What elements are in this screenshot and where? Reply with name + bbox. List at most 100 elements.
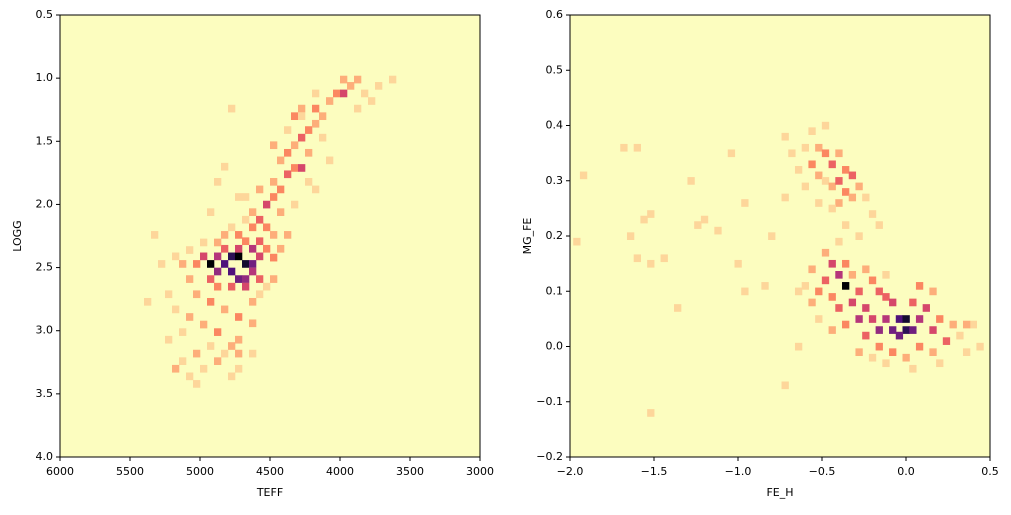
hist-cell — [256, 185, 264, 194]
x-tick-label: −0.5 — [809, 465, 836, 478]
hist-cell — [949, 320, 957, 329]
hist-cell — [768, 232, 776, 240]
hist-cell — [298, 104, 306, 113]
hist-cell — [828, 204, 836, 213]
hist-cell — [354, 75, 362, 84]
hist-cell — [151, 231, 159, 239]
hist-cell — [235, 193, 243, 201]
x-tick-label: 0.0 — [897, 465, 915, 478]
x-tick-label: 0.5 — [981, 465, 999, 478]
hist-cell — [842, 320, 850, 329]
hist-cell — [875, 342, 883, 351]
hist-cell — [835, 177, 843, 185]
x-tick-label: 3500 — [396, 465, 424, 478]
hist-cell — [741, 199, 749, 207]
hist-cell — [263, 282, 271, 291]
hist-cell — [389, 75, 397, 84]
hist-cell — [158, 260, 166, 268]
hist-cell — [936, 315, 944, 323]
x-tick-label: −1.0 — [725, 465, 752, 478]
plot-background — [570, 15, 990, 457]
hist-cell — [909, 364, 917, 373]
y-tick-label: 4.0 — [36, 450, 54, 463]
hist-cell — [249, 208, 257, 216]
hist-cell — [214, 357, 222, 366]
hist-cell — [647, 409, 655, 417]
hist-cell — [186, 372, 194, 381]
hist-cell — [674, 304, 682, 312]
hist-cell — [319, 133, 327, 142]
hist-cell — [312, 185, 320, 194]
hist-cell — [855, 348, 863, 356]
hist-cell — [228, 223, 236, 232]
hist-cell — [936, 359, 944, 368]
hist-cell — [235, 244, 243, 253]
hist-cell — [640, 215, 648, 224]
hist-cell — [862, 193, 870, 202]
hist-cell — [333, 89, 341, 98]
hist-cell — [848, 298, 857, 307]
y-tick-label: −0.2 — [536, 450, 563, 463]
hist-cell — [929, 287, 937, 296]
hist-cell — [626, 232, 635, 240]
hist-cell — [200, 320, 208, 329]
hist-cell — [801, 182, 810, 191]
hist-cell — [909, 298, 917, 307]
hist-cell — [714, 226, 722, 235]
hist-cell — [172, 305, 180, 314]
hist-cell — [284, 148, 292, 157]
hist-cell — [781, 193, 789, 202]
hist-cell — [909, 326, 917, 334]
hist-cell — [144, 297, 152, 306]
hist-cell — [868, 276, 877, 285]
hist-cell — [242, 260, 250, 268]
hist-cell — [882, 315, 890, 323]
hist-cell — [291, 141, 299, 150]
hist-cell — [172, 252, 180, 261]
cells — [573, 121, 984, 417]
hist-cell — [821, 177, 830, 185]
hist-cell — [270, 193, 278, 201]
hist-cell — [235, 231, 243, 239]
hist-cell — [815, 315, 823, 323]
hist-cell — [761, 282, 769, 290]
hist-cell — [902, 353, 910, 362]
hist-cell — [882, 293, 890, 301]
hist-cell — [855, 287, 863, 296]
hist-cell — [249, 223, 257, 232]
x-tick-label: 5500 — [116, 465, 144, 478]
hist-cell — [882, 271, 890, 279]
hist-cell — [788, 149, 796, 158]
hist-cell — [835, 199, 843, 207]
hist-cell — [214, 267, 222, 276]
hist-cell — [165, 290, 173, 299]
hist-cell — [235, 252, 243, 261]
hist-cell — [207, 297, 215, 306]
hist-cell — [263, 244, 271, 253]
hist-cell — [179, 260, 187, 268]
hist-cell — [848, 271, 857, 279]
hist-cell — [298, 133, 306, 142]
hist-cell — [808, 265, 816, 274]
y-tick-label: 0.3 — [546, 174, 564, 187]
hist-cell — [326, 156, 334, 165]
hist-cell — [228, 372, 236, 381]
hist-cell — [228, 342, 236, 350]
hist-cell — [249, 267, 257, 276]
hist-cell — [193, 260, 201, 268]
hist-cell — [354, 104, 362, 113]
hist-cell — [929, 348, 937, 356]
hist-cell — [249, 244, 257, 253]
hist-cell — [794, 287, 803, 296]
y-tick-label: 3.5 — [36, 387, 54, 400]
hist-cell — [821, 121, 830, 130]
hist-cell — [193, 380, 201, 388]
hist-cell — [620, 143, 628, 152]
hist-cell — [291, 200, 299, 209]
y-tick-label: 0.1 — [546, 284, 564, 297]
cells — [144, 75, 397, 388]
y-axis-label: LOGG — [11, 220, 24, 251]
hist-cell — [889, 298, 897, 307]
x-axis-label: FE_H — [766, 486, 793, 499]
hist-cell — [862, 331, 870, 340]
